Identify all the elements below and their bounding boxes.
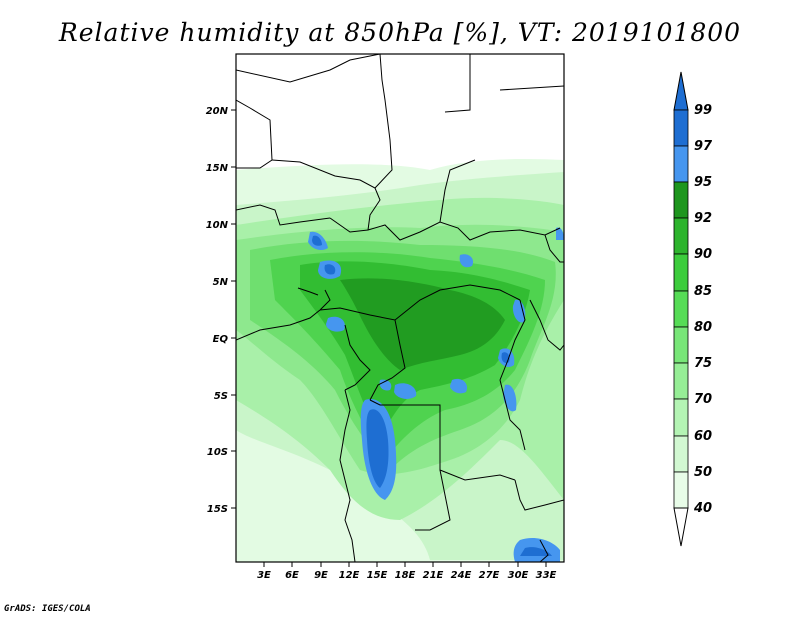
colorbar-label-95: 95 [694, 175, 712, 190]
lon-tick-6e: 6E [285, 570, 299, 581]
lat-tick-20n: 20N [206, 106, 229, 117]
lon-tick-15e: 15E [367, 570, 388, 581]
lon-tick-18e: 18E [395, 570, 416, 581]
colorbar-label-80: 80 [694, 320, 712, 335]
colorbar-label-97: 97 [694, 139, 713, 154]
colorbar-label-99: 99 [694, 103, 712, 118]
colorbar-bin-75-80 [673, 326, 689, 364]
lon-tick-3e: 3E [257, 570, 271, 581]
colorbar-bin-80-85 [673, 290, 689, 328]
lon-tick-21e: 21E [423, 570, 444, 581]
colorbar-label-90: 90 [694, 247, 712, 262]
colorbar-bin-95-97 [673, 145, 689, 183]
colorbar-bin-40-50 [673, 471, 689, 509]
grads-credit: GrADS: IGES/COLA [4, 604, 91, 614]
lat-tick-15s: 15S [207, 504, 228, 515]
colorbar-bin-90-92 [673, 217, 689, 255]
colorbar: 99 97 95 92 90 85 80 75 70 60 50 40 [673, 71, 713, 547]
colorbar-label-85: 85 [694, 284, 712, 299]
colorbar-label-60: 60 [694, 429, 712, 444]
lon-tick-12e: 12E [339, 570, 360, 581]
lat-tick-15n: 15N [206, 163, 229, 174]
colorbar-top-arrow [673, 71, 689, 111]
lon-tick-24e: 24E [451, 570, 472, 581]
lat-tick-5s: 5S [214, 391, 228, 402]
lat-tick-5n: 5N [213, 277, 229, 288]
lat-tick-10s: 10S [207, 447, 228, 458]
colorbar-bin-50-60 [673, 435, 689, 473]
colorbar-label-50: 50 [694, 465, 712, 480]
colorbar-bin-70-75 [673, 362, 689, 400]
lon-axis: 3E 6E 9E 12E 15E 18E 21E 24E 27E 30E 33E [257, 562, 557, 581]
colorbar-label-92: 92 [694, 211, 712, 226]
colorbar-label-40: 40 [693, 501, 712, 516]
colorbar-bin-92-95 [673, 181, 689, 219]
chart-title: Relative humidity at 850hPa [%], VT: 201… [58, 18, 742, 47]
lat-axis: 20N 15N 10N 5N EQ 5S 10S 15S [206, 106, 236, 515]
colorbar-label-70: 70 [694, 392, 712, 407]
lon-tick-27e: 27E [479, 570, 500, 581]
lon-tick-9e: 9E [314, 570, 328, 581]
colorbar-bin-85-90 [673, 253, 689, 292]
lat-tick-eq: EQ [213, 334, 229, 345]
rh-97-patches [312, 235, 552, 556]
colorbar-bottom-arrow [673, 507, 689, 547]
map-frame [235, 53, 565, 563]
colorbar-bin-60-70 [673, 398, 689, 437]
humidity-field [236, 159, 564, 562]
lon-tick-30e: 30E [508, 570, 529, 581]
colorbar-bin-97-99 [673, 109, 689, 147]
country-borders [236, 54, 564, 562]
rh-92-region [340, 278, 505, 370]
lon-tick-33e: 33E [536, 570, 557, 581]
lat-tick-10n: 10N [206, 220, 229, 231]
map-panel [235, 53, 565, 563]
colorbar-label-75: 75 [694, 356, 712, 371]
